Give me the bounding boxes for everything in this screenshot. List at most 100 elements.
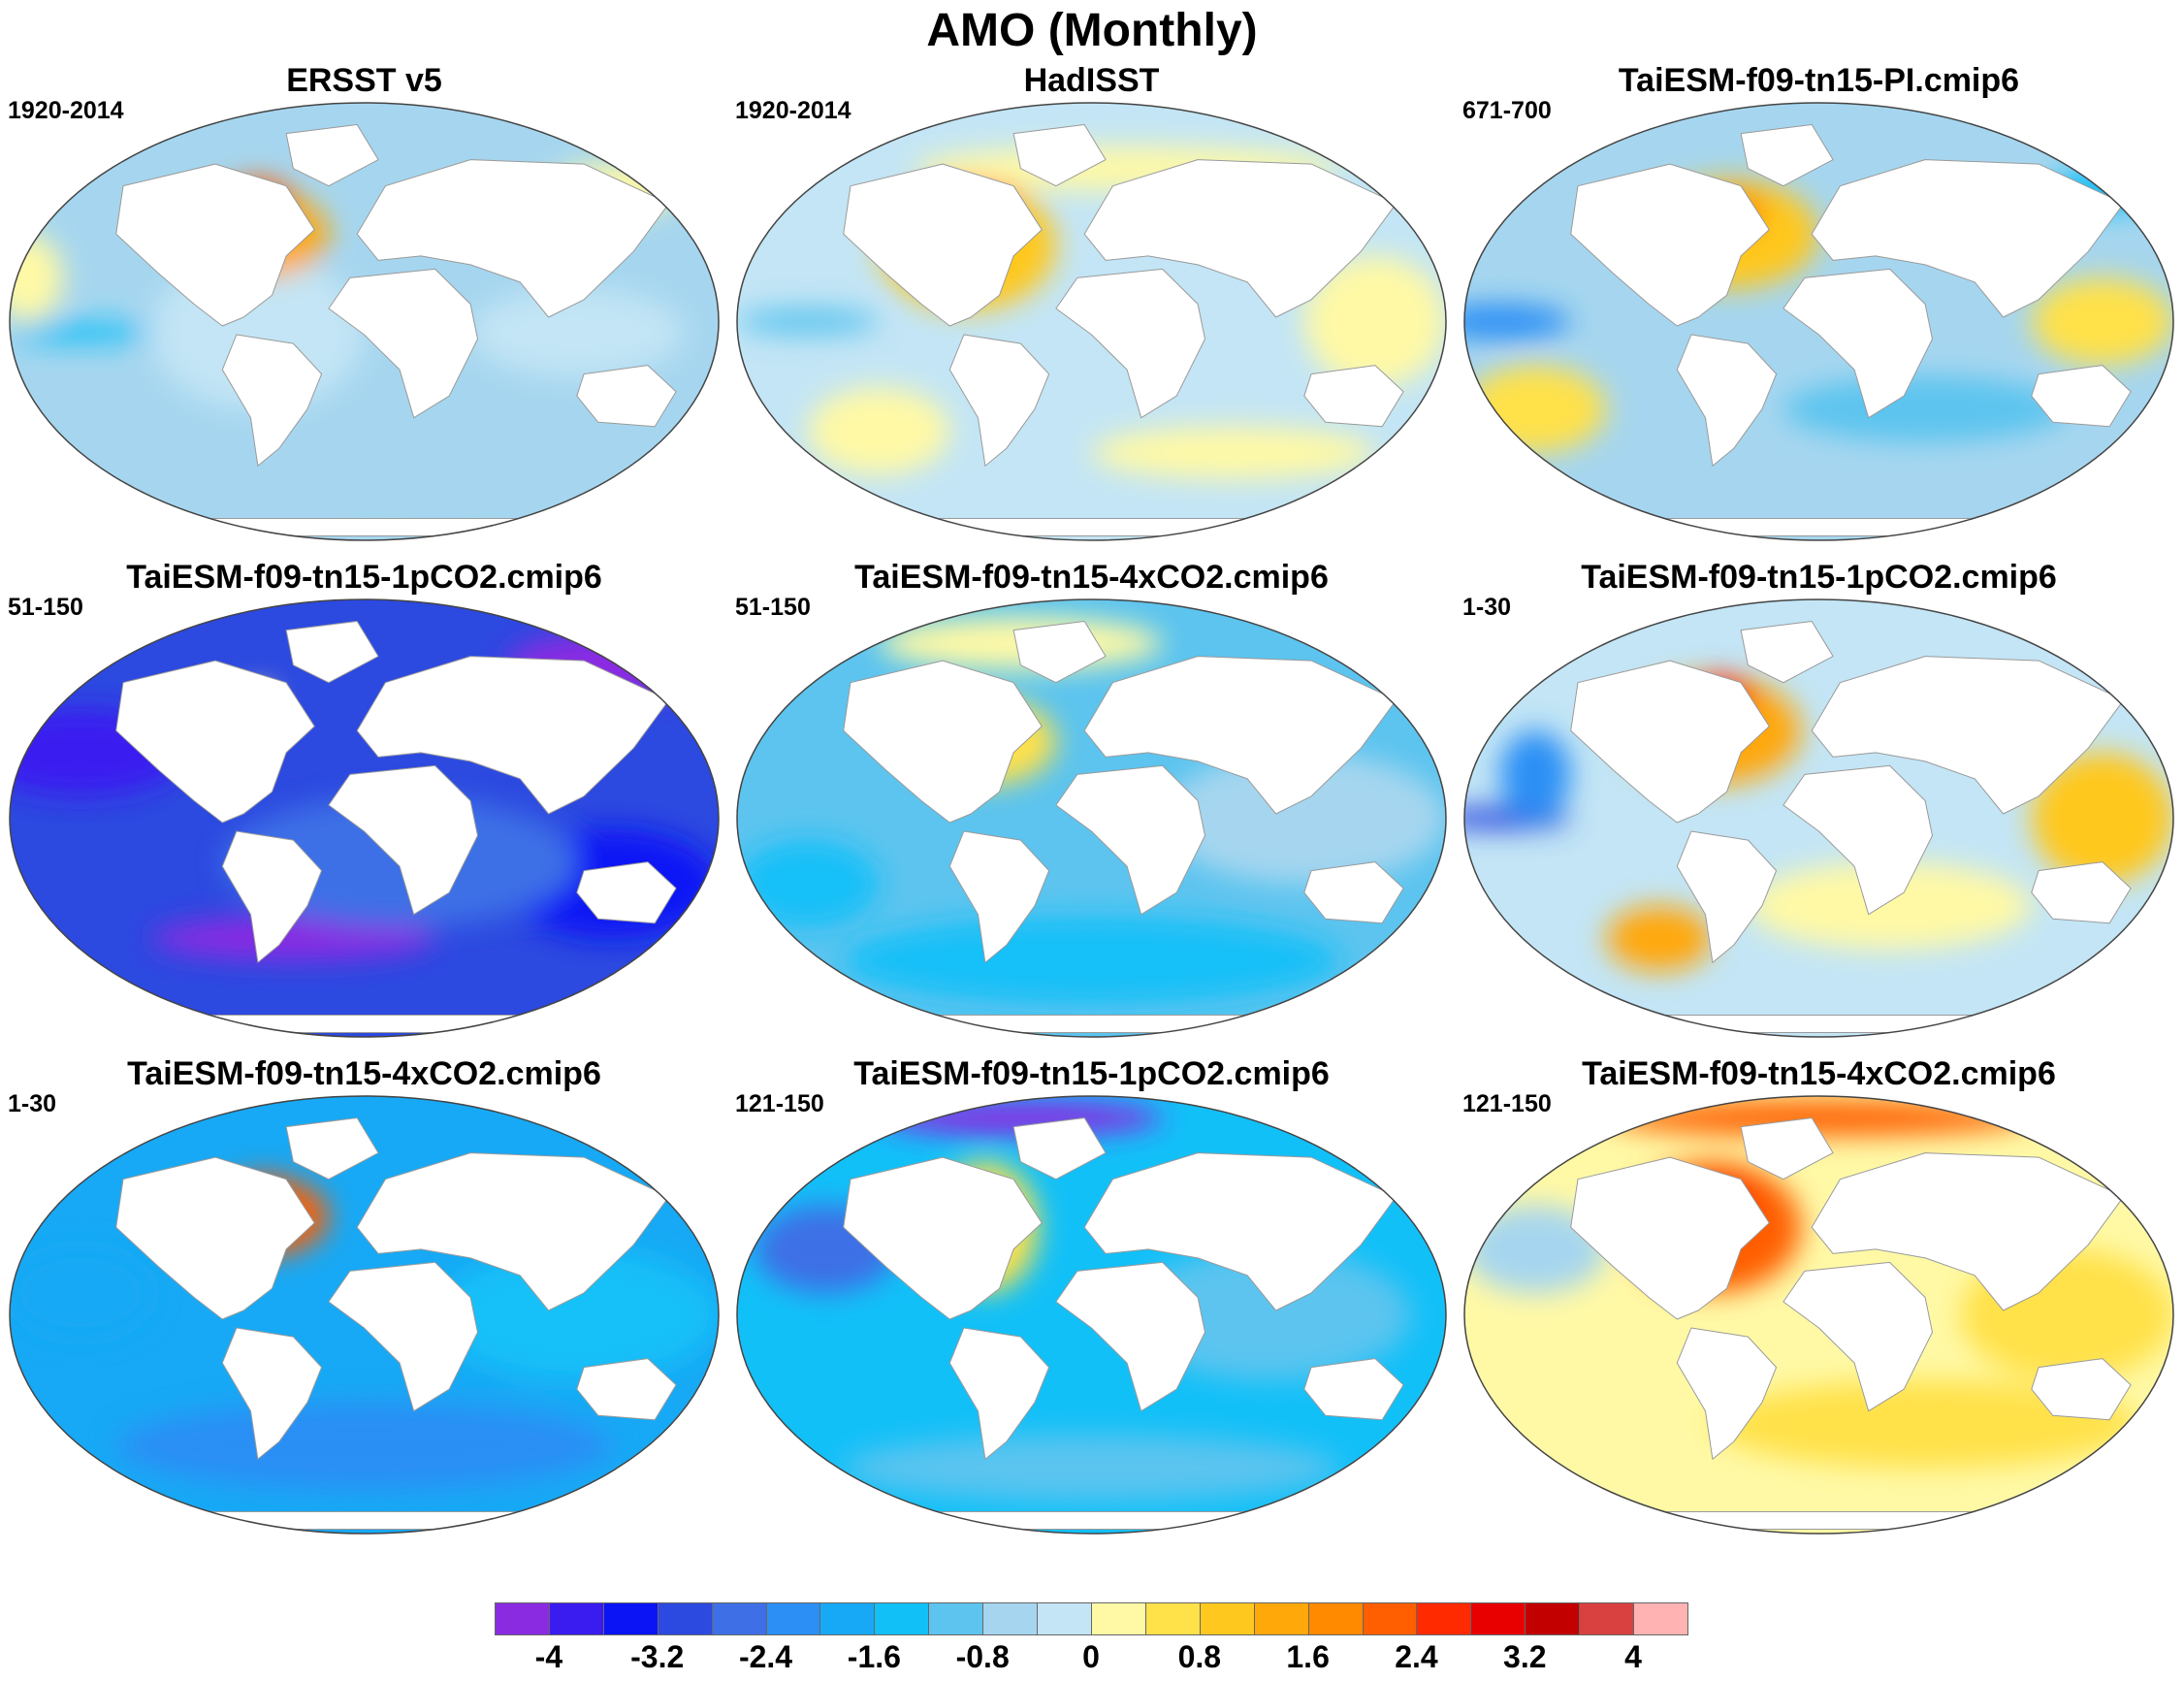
- panel-title: TaiESM-f09-tn15-1pCO2.cmip6: [1581, 559, 2057, 596]
- panel-period-label: 51-150: [735, 594, 811, 621]
- landmass: [356, 1152, 670, 1311]
- landmass: [576, 861, 677, 924]
- landmass: [1570, 1156, 1770, 1320]
- colorbar-swatch: [1470, 1602, 1526, 1635]
- colorbar-swatch: [1525, 1602, 1581, 1635]
- landmass: [115, 163, 315, 327]
- map-outline: [1463, 598, 2174, 1038]
- anomaly-region: [470, 288, 684, 376]
- anomaly-region: [737, 840, 880, 928]
- colorbar-swatch: [1253, 1602, 1309, 1635]
- landmass: [843, 163, 1043, 327]
- landmass: [115, 1156, 315, 1320]
- map-panel: ERSST v5 1920-2014: [8, 62, 721, 547]
- anomaly-region: [1162, 752, 1446, 885]
- colorbar-tick-label: 4: [1624, 1639, 1642, 1674]
- landmass: [1605, 518, 2033, 536]
- landmass: [1740, 1117, 1834, 1180]
- landmass: [878, 518, 1305, 536]
- panel-period-label: 51-150: [8, 594, 83, 621]
- panel-title: TaiESM-f09-tn15-4xCO2.cmip6: [854, 559, 1329, 596]
- landmass: [328, 1261, 478, 1412]
- landmass: [1783, 764, 1933, 916]
- landmass: [1303, 861, 1404, 924]
- landmass: [1083, 1152, 1397, 1311]
- map-projection: [736, 102, 1447, 541]
- panel-title: TaiESM-f09-tn15-4xCO2.cmip6: [127, 1055, 601, 1092]
- landmass: [1676, 1327, 1778, 1460]
- panel-title: TaiESM-f09-tn15-PI.cmip6: [1618, 62, 2020, 99]
- panel-title: TaiESM-f09-tn15-4xCO2.cmip6: [1582, 1055, 2056, 1092]
- anomaly-region: [1783, 375, 2068, 442]
- map-outline: [736, 102, 1447, 541]
- colorbar-swatch: [657, 1602, 713, 1635]
- landmass: [1012, 124, 1107, 187]
- colorbar-tick-label: 1.6: [1286, 1639, 1330, 1674]
- anomaly-region: [1091, 426, 1375, 479]
- map-projection: [9, 102, 720, 541]
- landmass: [1676, 830, 1778, 963]
- panel-title: ERSST v5: [286, 62, 442, 99]
- map-panel: TaiESM-f09-tn15-1pCO2.cmip6 51-150: [8, 559, 721, 1044]
- map-projection: [1463, 1095, 2174, 1535]
- map-outline: [9, 1095, 720, 1535]
- anomaly-region: [1748, 861, 2032, 950]
- landmass: [843, 1156, 1043, 1320]
- landmass: [1811, 1152, 2125, 1311]
- panel-title: HadISST: [1023, 62, 1160, 99]
- landmass: [328, 764, 478, 916]
- panel-period-label: 1-30: [8, 1090, 57, 1117]
- landmass: [1740, 124, 1834, 187]
- panel-period-label: 121-150: [735, 1090, 824, 1117]
- landmass: [1783, 268, 1933, 419]
- colorbar-swatch: [1144, 1602, 1201, 1635]
- landmass: [115, 660, 315, 824]
- landmass: [1570, 660, 1770, 824]
- colorbar-swatch: [495, 1602, 550, 1635]
- landmass: [1012, 621, 1107, 684]
- landmass: [2031, 1358, 2132, 1421]
- landmass: [1740, 621, 1834, 684]
- landmass: [1055, 764, 1205, 916]
- landmass: [150, 518, 578, 536]
- anomaly-region: [434, 1248, 719, 1381]
- landmass: [1605, 1511, 2033, 1530]
- anomaly-region: [843, 916, 1340, 1005]
- landmass: [878, 1015, 1305, 1033]
- landmass: [150, 1015, 578, 1033]
- panel-period-label: 121-150: [1462, 1090, 1552, 1117]
- landmass: [1783, 1261, 1933, 1412]
- colorbar-tick-label: 3.2: [1503, 1639, 1547, 1674]
- anomaly-region: [115, 1402, 613, 1490]
- landmass: [1811, 656, 2125, 815]
- colorbar-swatch: [1362, 1602, 1418, 1635]
- map-outline: [736, 598, 1447, 1038]
- landmass: [2031, 861, 2132, 924]
- landmass: [1055, 1261, 1205, 1412]
- landmass: [285, 124, 379, 187]
- colorbar-swatch: [928, 1602, 984, 1635]
- colorbar-swatch: [548, 1602, 604, 1635]
- colorbar-tick-label: -3.2: [630, 1639, 685, 1674]
- map-outline: [9, 598, 720, 1038]
- landmass: [948, 1327, 1050, 1460]
- anomaly-region: [1606, 1100, 2032, 1136]
- colorbar-swatch: [819, 1602, 876, 1635]
- map-projection: [9, 1095, 720, 1535]
- landmass: [221, 830, 323, 963]
- colorbar-tick-label: -4: [534, 1639, 563, 1674]
- colorbar-swatch: [1037, 1602, 1092, 1635]
- landmass: [843, 660, 1043, 824]
- map-panel: TaiESM-f09-tn15-4xCO2.cmip6 1-30: [8, 1055, 721, 1540]
- map-panel: TaiESM-f09-tn15-4xCO2.cmip6 51-150: [735, 559, 1448, 1044]
- anomaly-region: [10, 1248, 152, 1338]
- anomaly-region: [1464, 365, 1607, 453]
- anomaly-region: [257, 398, 613, 486]
- map-panel: TaiESM-f09-tn15-1pCO2.cmip6 1-30: [1462, 559, 2175, 1044]
- landmass: [285, 1117, 379, 1180]
- landmass: [1055, 268, 1205, 419]
- panel-period-label: 1920-2014: [8, 97, 124, 124]
- landmass: [1811, 159, 2125, 318]
- landmass: [356, 656, 670, 815]
- landmass: [221, 1327, 323, 1460]
